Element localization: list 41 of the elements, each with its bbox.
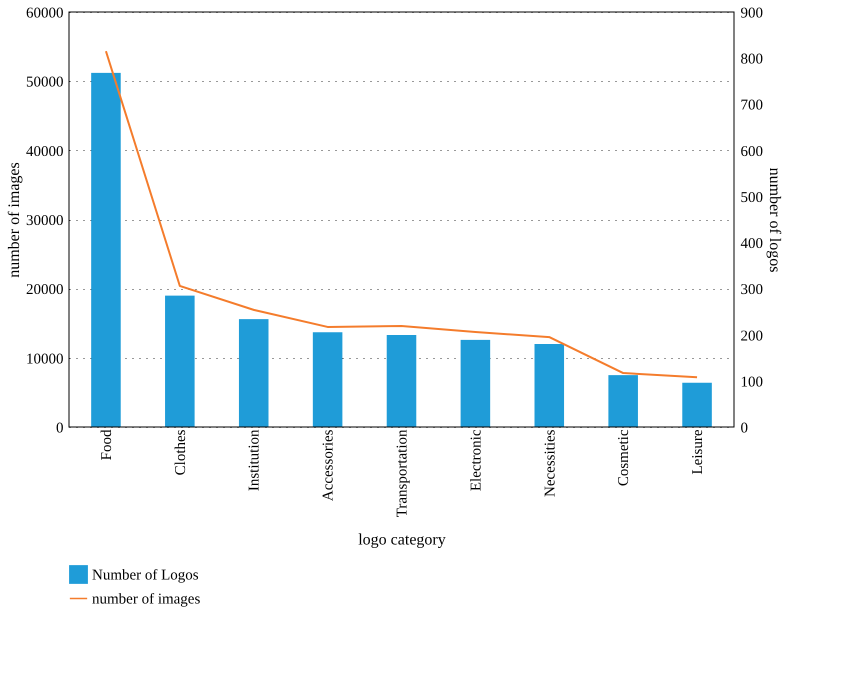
y-tick-label: 50000 — [26, 74, 64, 91]
bar — [682, 382, 712, 427]
bar — [534, 344, 564, 427]
x-tick-label: Accessories — [320, 429, 337, 502]
y-tick-label: 20000 — [26, 282, 64, 298]
bar — [165, 296, 195, 427]
legend-label: Number of Logos — [92, 568, 199, 584]
y-tick-label: 30000 — [26, 213, 64, 229]
y2-axis-title: number of logos — [766, 168, 783, 272]
x-tick-label: Leisure — [690, 429, 706, 474]
bar — [460, 340, 490, 427]
bar — [91, 72, 121, 427]
y2-tick-label: 700 — [740, 98, 763, 114]
x-tick-label: Food — [98, 429, 115, 460]
y2-tick-label: 300 — [740, 282, 763, 298]
x-axis-title: logo category — [358, 531, 446, 548]
x-tick-label: Cosmetic — [616, 429, 632, 486]
legend-label: number of images — [92, 592, 200, 608]
y2-tick-label: 100 — [740, 374, 763, 390]
y2-tick-label: 600 — [740, 144, 763, 160]
y-axis-title: number of images — [6, 162, 23, 278]
x-tick-label: Electronic — [468, 429, 484, 492]
y-tick-label: 10000 — [26, 351, 64, 368]
y2-tick-label: 400 — [740, 236, 763, 252]
bar — [386, 335, 416, 427]
x-tick-label: Transportation — [394, 429, 410, 518]
y2-tick-label: 900 — [740, 6, 763, 22]
y-tick-label: 40000 — [26, 144, 64, 160]
x-tick-label: Institution — [246, 429, 263, 492]
y-tick-label: 0 — [56, 420, 64, 436]
y2-tick-label: 500 — [740, 190, 763, 206]
x-tick-label: Clothes — [172, 429, 189, 476]
bar — [608, 375, 638, 427]
line-series — [104, 50, 698, 378]
y2-tick-label: 800 — [740, 52, 763, 68]
bar — [312, 332, 342, 427]
bar — [238, 319, 268, 427]
y-tick-label: 60000 — [26, 6, 64, 22]
y2-tick-label: 0 — [740, 420, 748, 436]
y2-tick-label: 200 — [740, 328, 763, 344]
x-tick-label: Necessities — [542, 429, 558, 497]
